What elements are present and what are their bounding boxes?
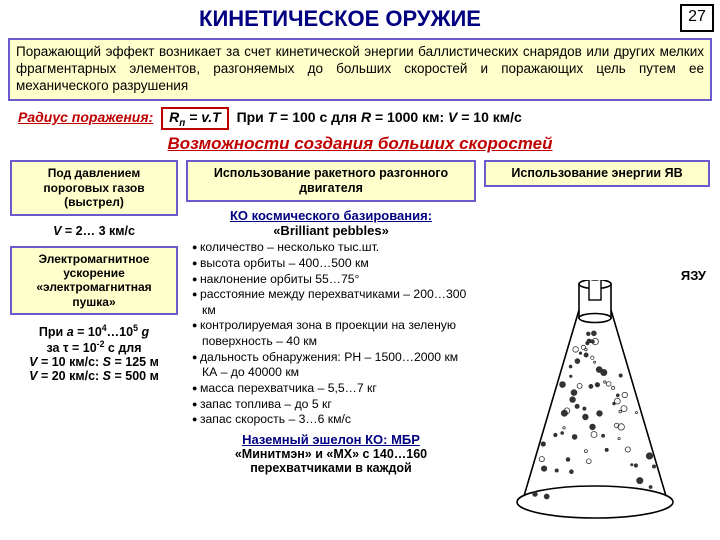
radius-line: Радиус поражения: Rп = v.T При T = 100 с…	[18, 107, 702, 131]
column-left: Под давлением пороговых газов (выстрел) …	[10, 160, 178, 474]
ko-heading: КО космического базирования:	[186, 208, 476, 223]
left-calc: При a = 104…105 gза τ = 10-2 с дляV = 10…	[10, 321, 178, 385]
yazu-label: ЯЗУ	[681, 268, 706, 283]
radius-tail: При T = 100 с для R = 1000 км: V = 10 км…	[237, 109, 522, 125]
list-item: наклонение орбиты 55…75°	[192, 272, 476, 288]
left-box-1: Под давлением пороговых газов (выстрел)	[10, 160, 178, 215]
list-item: запас топлива – до 5 кг	[192, 397, 476, 413]
ground-heading: Наземный эшелон КО: МБР	[186, 432, 476, 447]
list-item: расстояние между перехватчиками – 200…30…	[192, 287, 476, 318]
list-item: масса перехватчика – 5,5…7 кг	[192, 381, 476, 397]
page-title: КИНЕТИЧЕСКОЕ ОРУЖИЕ	[0, 0, 680, 36]
ko-name: «Brilliant pebbles»	[186, 223, 476, 238]
radius-label: Радиус поражения:	[18, 109, 153, 125]
list-item: запас скорость – 3…6 км/с	[192, 412, 476, 428]
section-title: Возможности создания больших скоростей	[0, 134, 720, 154]
mid-box: Использование ракетного разгонного двига…	[186, 160, 476, 202]
ground-sub: «Минитмэн» и «МХ» с 140…160 перехватчика…	[186, 447, 476, 475]
list-item: высота орбиты – 400…500 км	[192, 256, 476, 272]
column-mid: Использование ракетного разгонного двига…	[186, 160, 476, 474]
list-item: дальность обнаружения: РН – 1500…2000 км…	[192, 350, 476, 381]
ko-bullets: количество – несколько тыс.шт.высота орб…	[186, 240, 476, 427]
left-v1: V = 2… 3 км/с	[10, 222, 178, 240]
list-item: количество – несколько тыс.шт.	[192, 240, 476, 256]
right-box: Использование энергии ЯВ	[484, 160, 710, 187]
radius-formula: Rп = v.T	[161, 107, 229, 131]
left-box-2: Электромагнитное ускорение «электромагни…	[10, 246, 178, 316]
list-item: контролируемая зона в проекции на зелену…	[192, 318, 476, 349]
page-number: 27	[680, 4, 714, 32]
definition-box: Поражающий эффект возникает за счет кине…	[8, 38, 712, 101]
explosion-diagram	[510, 280, 680, 520]
